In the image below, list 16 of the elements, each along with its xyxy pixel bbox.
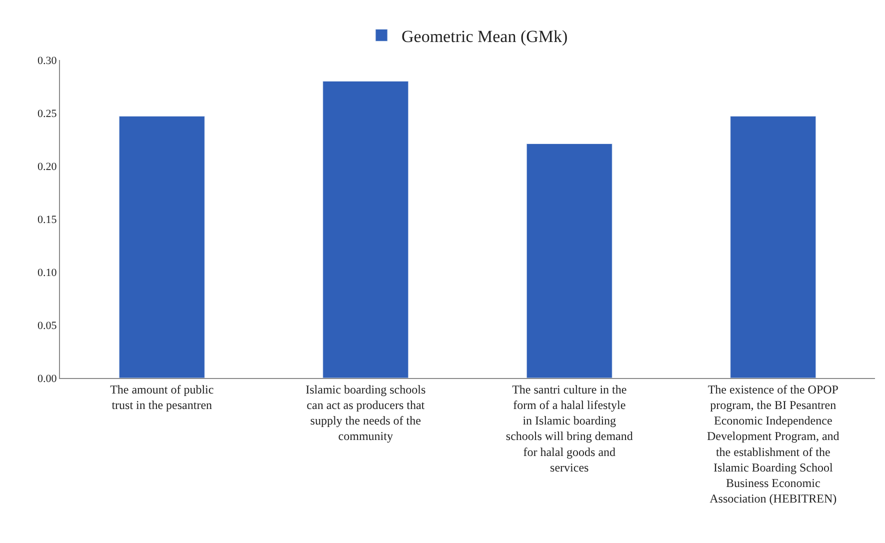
legend-label: Geometric Mean (GMk) [402, 26, 568, 46]
y-tick-label: 0.30 [38, 54, 58, 67]
y-tick-label: 0.10 [38, 266, 58, 279]
bar [730, 116, 816, 378]
bar [526, 143, 612, 378]
bar [322, 80, 409, 378]
x-tick-label: The santri culture in the form of a halal lifestyle in Islamic boarding schools will bring demand for halal goods and services [506, 382, 633, 474]
y-tick-label: 0.15 [38, 214, 58, 226]
x-tick-label: The amount of public trust in the pesantren [110, 382, 214, 412]
x-tick-label: Islamic boarding schools can act as producers that supply the needs of the community [306, 382, 426, 444]
y-tick-label: 0.05 [38, 320, 58, 332]
x-tick-label: The existence of the OPOP program, the BI Pesantren Economic Independence Development Program, and the establishment of the Islamic Boarding School Business Economic Association (HEBITREN) [706, 382, 840, 506]
y-tick-label: 0.00 [38, 372, 58, 385]
y-tick-label: 0.20 [38, 160, 58, 173]
bar [118, 116, 205, 378]
y-tick-label: 0.25 [38, 108, 58, 120]
